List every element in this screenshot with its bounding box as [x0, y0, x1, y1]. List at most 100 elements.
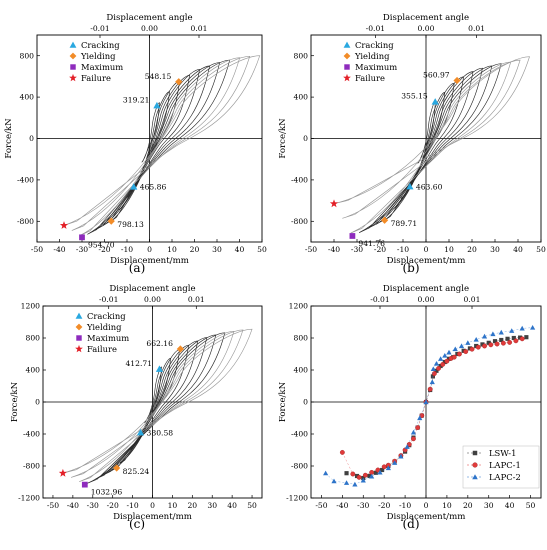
data-point [367, 473, 372, 479]
legend-marker [69, 52, 77, 60]
chart-panel-2: -50 -40 -30 -20 -10 0 10 20 30 40 50 -800 -400 0 400 80… [278, 13, 546, 275]
legend-label: Maximum [81, 62, 123, 72]
x-tick-label: -10 [397, 245, 409, 254]
data-label: 941.76 [358, 239, 385, 248]
x-tick-label: 40 [513, 245, 523, 254]
x-tick-label: 10 [444, 245, 454, 254]
data-point [373, 470, 378, 475]
top-axis-label: Displacement angle [106, 13, 192, 23]
data-point [404, 444, 410, 449]
y-tick-label: 1200 [21, 302, 40, 311]
x-tick-label: -30 [87, 501, 99, 510]
top-axis-label: Displacement angle [383, 284, 469, 294]
data-point [509, 328, 515, 333]
y-tick-label: 800 [26, 334, 41, 343]
data-point [494, 341, 500, 347]
y-tick-label: 1200 [289, 302, 308, 311]
x-tick-label: 50 [536, 245, 546, 254]
x-tick-label: -50 [305, 245, 317, 254]
hysteresis-loops [333, 56, 530, 234]
data-point [519, 336, 525, 342]
hysteresis-loop-line [141, 102, 160, 163]
hysteresis-loop-line [87, 59, 231, 235]
legend-marker [344, 64, 350, 70]
legend-marker [75, 323, 83, 331]
series-lapc-2 [323, 325, 536, 487]
data-label: 560.97 [423, 70, 450, 79]
legend-label: LSW-1 [489, 448, 516, 458]
legend-marker [75, 312, 83, 319]
data-point [385, 465, 391, 471]
x-tick-label: 50 [257, 245, 267, 254]
x-tick-label: -30 [76, 245, 88, 254]
data-point [513, 338, 519, 344]
legend-label: LAPC-1 [489, 460, 521, 470]
data-point [475, 344, 481, 350]
y-tick-label: 800 [20, 51, 35, 60]
data-point [490, 331, 496, 337]
legend-marker [343, 73, 351, 82]
data-point [352, 481, 358, 487]
legend-marker [343, 52, 351, 60]
key-point-yielding [453, 76, 461, 85]
key-point-yielding [175, 78, 183, 86]
x-tick-label: 40 [505, 501, 515, 510]
x-tick-label: 50 [526, 501, 536, 510]
data-point [465, 340, 471, 345]
data-label: 1032.96 [91, 488, 123, 497]
data-point [486, 340, 491, 345]
x-tick-label: -20 [378, 501, 390, 510]
x-tick-label: 40 [235, 245, 245, 254]
data-point [507, 339, 513, 345]
data-label: 798.13 [117, 220, 144, 229]
y-tick-label: -1200 [286, 494, 308, 503]
data-point [457, 351, 462, 357]
x-axis-label: Displacement/mm [387, 256, 466, 266]
y-tick-label: -400 [17, 176, 34, 185]
data-point [430, 366, 436, 372]
data-point [375, 467, 381, 473]
legend-marker [75, 344, 83, 353]
legend-label: Yielding [80, 51, 116, 61]
x-tick-label: -20 [374, 245, 386, 254]
key-point-yielding [176, 345, 184, 353]
legend-marker [472, 462, 478, 468]
data-point [362, 472, 368, 478]
legend-label: Cracking [81, 40, 120, 50]
data-point [442, 353, 448, 358]
data-point [524, 335, 529, 340]
top-tick-label: 0.01 [468, 24, 485, 33]
x-tick-label: 0 [147, 245, 152, 254]
data-point [331, 478, 337, 484]
data-point [473, 337, 479, 342]
y-axis-label: Force/kN [4, 118, 14, 159]
hysteresis-loop-line [71, 56, 251, 231]
legend-label: Maximum [87, 333, 129, 343]
data-point [492, 339, 498, 344]
x-tick-label: -40 [53, 245, 65, 254]
x-tick-label: -20 [98, 245, 110, 254]
chart-panel-4: -50 -40 -30 -20 -10 0 10 20 30 40 50 -1200 -800 -400 0… [278, 284, 542, 531]
data-point [440, 361, 446, 367]
x-tick-label: -40 [328, 245, 340, 254]
data-point [360, 477, 366, 483]
x-tick-label: 30 [207, 501, 217, 510]
data-point [429, 379, 435, 385]
y-tick-label: 0 [303, 134, 308, 143]
y-tick-label: -1200 [18, 494, 40, 503]
data-label: 355.15 [401, 92, 428, 101]
x-tick-label: 20 [463, 501, 473, 510]
x-tick-label: -10 [399, 501, 411, 510]
top-tick-label: 0.01 [464, 295, 481, 304]
data-point [446, 349, 452, 355]
legend-label: Failure [81, 73, 111, 83]
y-axis-label: Force/kN [10, 381, 20, 422]
hysteresis-loop-line [342, 59, 521, 219]
legend-marker [472, 474, 478, 480]
top-tick-label: -0.01 [99, 295, 118, 304]
data-label: 465.86 [140, 183, 167, 192]
x-tick-label: -30 [351, 245, 363, 254]
x-tick-label: 0 [424, 245, 429, 254]
y-tick-label: 400 [20, 93, 35, 102]
